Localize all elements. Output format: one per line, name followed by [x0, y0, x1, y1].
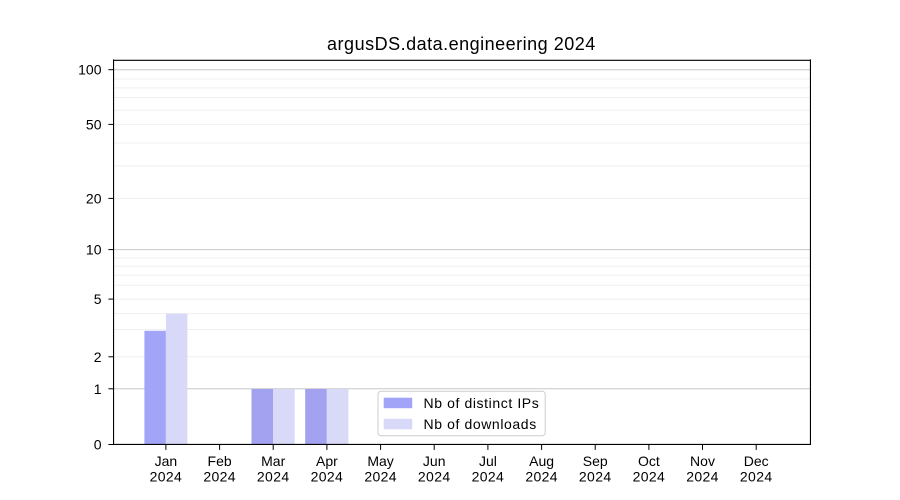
svg-text:Nov: Nov	[690, 453, 715, 469]
svg-text:1: 1	[94, 381, 102, 397]
svg-text:2024: 2024	[686, 468, 719, 484]
svg-text:Nb of distinct IPs: Nb of distinct IPs	[424, 395, 540, 411]
svg-text:2: 2	[94, 349, 102, 365]
svg-text:Nb of downloads: Nb of downloads	[424, 416, 537, 432]
svg-text:Oct: Oct	[638, 453, 660, 469]
svg-text:2024: 2024	[740, 468, 773, 484]
svg-text:0: 0	[94, 437, 102, 453]
svg-text:2024: 2024	[633, 468, 666, 484]
svg-text:10: 10	[86, 242, 102, 258]
svg-text:100: 100	[78, 62, 102, 78]
svg-text:2024: 2024	[203, 468, 236, 484]
svg-text:Jun: Jun	[423, 453, 446, 469]
svg-text:2024: 2024	[579, 468, 612, 484]
svg-text:Mar: Mar	[261, 453, 285, 469]
svg-text:Dec: Dec	[744, 453, 769, 469]
svg-text:2024: 2024	[257, 468, 290, 484]
svg-text:Sep: Sep	[583, 453, 608, 469]
svg-text:5: 5	[94, 291, 102, 307]
svg-text:Aug: Aug	[529, 453, 554, 469]
svg-text:50: 50	[86, 116, 102, 132]
svg-text:2024: 2024	[364, 468, 397, 484]
svg-text:May: May	[367, 453, 393, 469]
svg-text:Feb: Feb	[208, 453, 232, 469]
svg-text:2024: 2024	[150, 468, 183, 484]
svg-text:2024: 2024	[472, 468, 505, 484]
svg-text:2024: 2024	[311, 468, 344, 484]
svg-text:2024: 2024	[418, 468, 451, 484]
svg-text:Apr: Apr	[316, 453, 338, 469]
svg-text:argusDS.data.engineering 2024: argusDS.data.engineering 2024	[327, 34, 596, 54]
svg-text:Jul: Jul	[479, 453, 497, 469]
svg-text:20: 20	[86, 190, 102, 206]
svg-text:2024: 2024	[525, 468, 558, 484]
svg-text:Jan: Jan	[155, 453, 178, 469]
